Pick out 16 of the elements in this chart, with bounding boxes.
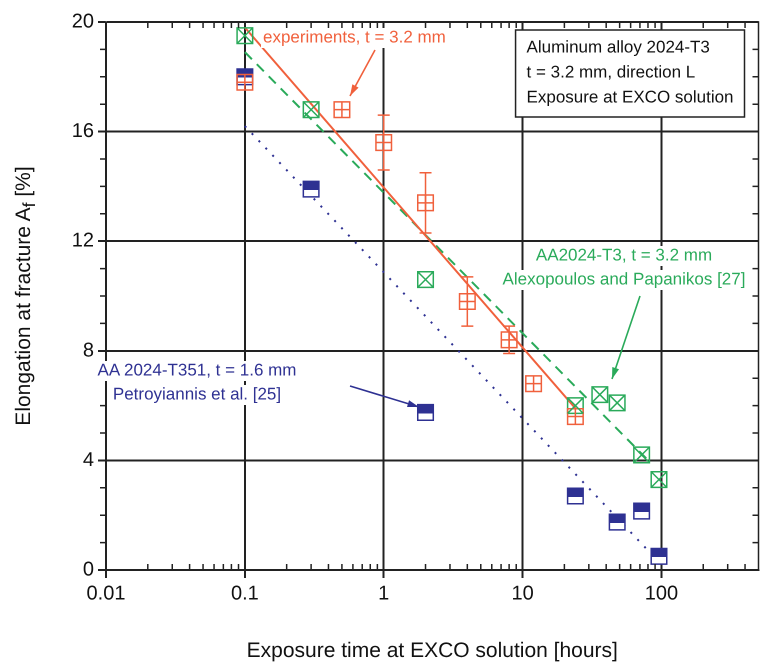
x-tick-label: 1	[378, 582, 390, 605]
y-tick-label: 8	[82, 339, 94, 362]
annotation: experiments, t = 3.2 mm	[263, 28, 446, 47]
y-tick-label: 20	[72, 10, 94, 33]
y-tick-label: 16	[72, 120, 94, 142]
y-tick-label: 4	[82, 448, 94, 471]
annotation: AA 2024-T351, t = 1.6 mm Petroyiannis et al. [25]	[98, 360, 296, 404]
y-tick-label: 0	[82, 558, 94, 581]
annotation: AA2024-T3, t = 3.2 mm Alexopoulos and Papanikos [27]	[502, 246, 746, 289]
annotation: Aluminum alloy 2024-T3 t = 3.2 mm, direction L Exposure at EXCO solution	[526, 38, 734, 107]
x-tick-label: 100	[644, 582, 678, 605]
x-tick-label: 10	[511, 582, 534, 605]
x-tick-label: 0.1	[230, 582, 259, 605]
x-tick-label: 0.01	[86, 582, 126, 605]
x-axis-title: Exposure time at EXCO solution [hours]	[246, 639, 618, 662]
y-tick-label: 12	[72, 230, 94, 252]
